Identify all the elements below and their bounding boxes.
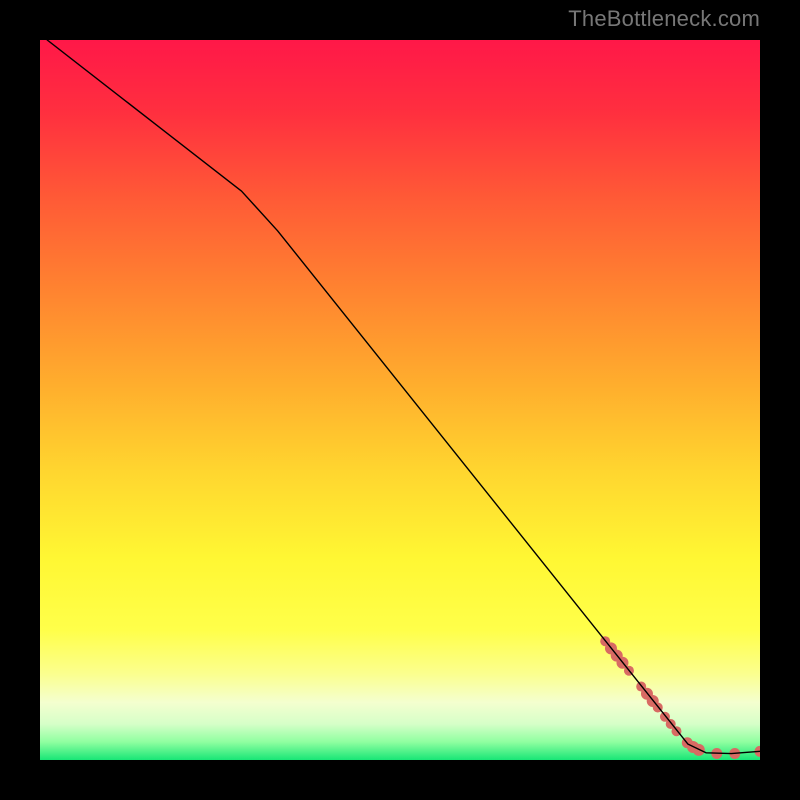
attribution-label: TheBottleneck.com bbox=[568, 6, 760, 32]
chart-frame: TheBottleneck.com bbox=[0, 0, 800, 800]
chart-background bbox=[40, 40, 760, 760]
chart-plot bbox=[40, 40, 760, 760]
chart-svg bbox=[40, 40, 760, 760]
